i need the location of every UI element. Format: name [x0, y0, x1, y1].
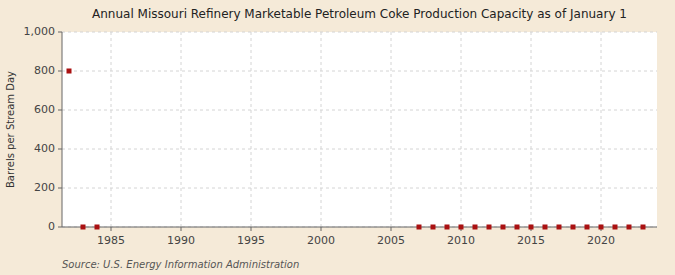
point: [585, 225, 590, 230]
point: [459, 225, 464, 230]
y-tick: [58, 110, 62, 111]
point: [81, 225, 86, 230]
x-tick: [391, 227, 392, 231]
y-tick: [58, 149, 62, 150]
x-tick-label: 2015: [517, 234, 545, 247]
y-tick: [58, 71, 62, 72]
title: Annual Missouri Refinery Marketable Petr…: [92, 7, 627, 21]
point: [487, 225, 492, 230]
y-tick-label: 200: [34, 181, 55, 194]
y-grid-line: [62, 32, 657, 33]
y-grid-line: [62, 110, 657, 111]
y-grid-line: [62, 71, 657, 72]
y-axis-label: Barrels per Stream Day: [5, 71, 16, 188]
point: [641, 225, 646, 230]
chart: 0 200 400 600 800 1,000 1985 1990 1995 2000 2005 20…: [0, 0, 675, 275]
x-tick-label: 2000: [307, 234, 335, 247]
x-tick-label: 1985: [97, 234, 125, 247]
y-tick-label: 600: [34, 103, 55, 116]
point: [473, 225, 478, 230]
x-tick-label: 1995: [237, 234, 265, 247]
x-tick-label: 2020: [587, 234, 615, 247]
x-tick: [181, 227, 182, 231]
point: [501, 225, 506, 230]
x-grid-line: [391, 32, 392, 227]
y-axis-line: [62, 32, 63, 227]
x-grid-line: [601, 32, 602, 227]
y-tick: [58, 227, 62, 228]
point: [529, 225, 534, 230]
points: [67, 69, 646, 230]
point: [417, 225, 422, 230]
point: [557, 225, 562, 230]
x-grid-line: [111, 32, 112, 227]
point: [445, 225, 450, 230]
x-grid-line: [251, 32, 252, 227]
point: [515, 225, 520, 230]
grid: [62, 32, 657, 227]
x-grid-line: [321, 32, 322, 227]
y-grid-line: [62, 188, 657, 189]
x-tick-label: 2005: [377, 234, 405, 247]
point: [95, 225, 100, 230]
plot-area: [62, 32, 657, 227]
x-tick: [251, 227, 252, 231]
y-tick: [58, 188, 62, 189]
y-tick: [58, 32, 62, 33]
y-tick-label: 800: [34, 64, 55, 77]
y-grid-line: [62, 149, 657, 150]
y-tick-label: 400: [34, 142, 55, 155]
x-tick: [321, 227, 322, 231]
x-grid-line: [181, 32, 182, 227]
point: [67, 69, 72, 74]
x-axis-line: [62, 227, 657, 228]
x-grid-line: [461, 32, 462, 227]
x-tick: [111, 227, 112, 231]
y-tick-label: 0: [48, 220, 55, 233]
x-tick-label: 2010: [447, 234, 475, 247]
point: [613, 225, 618, 230]
point: [431, 225, 436, 230]
point: [627, 225, 632, 230]
source: Source: U.S. Energy Information Administ…: [62, 259, 299, 270]
y-tick-label: 1,000: [24, 25, 56, 38]
background: [0, 0, 675, 275]
x-tick-label: 1990: [167, 234, 195, 247]
point: [571, 225, 576, 230]
x-grid-line: [531, 32, 532, 227]
y-grid-line: [62, 227, 657, 228]
axes: 0 200 400 600 800 1,000 1985 1990 1995 2000 2005 20…: [24, 25, 658, 247]
point: [543, 225, 548, 230]
point: [599, 225, 604, 230]
